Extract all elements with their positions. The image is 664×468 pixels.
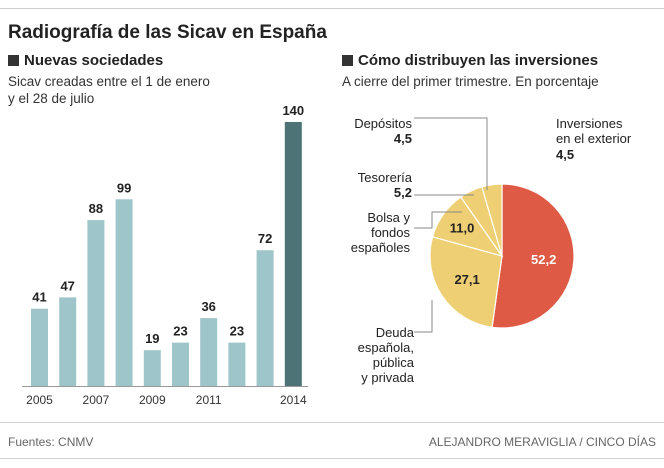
pie-leader-line <box>414 300 433 333</box>
bar-2014 <box>284 122 302 386</box>
heading-square-icon <box>8 55 19 66</box>
footer-credit: ALEJANDRO MERAVIGLIA / CINCO DÍAS <box>428 435 656 449</box>
bar-value-label: 99 <box>117 180 131 195</box>
bar-subtitle-line1: Sicav creadas entre el 1 de enero <box>8 74 210 89</box>
pie-value-label: 11,0 <box>450 221 475 236</box>
depositos-name: Depósitos <box>354 116 412 131</box>
deuda-line1: Deuda <box>375 325 414 340</box>
bar-value-label: 23 <box>230 324 244 339</box>
pie-subtitle: A cierre del primer trimestre. En porcen… <box>342 74 599 89</box>
x-tick-label: 2011 <box>196 393 222 407</box>
bar-value-label: 47 <box>60 278 74 293</box>
pie-label-depositos: Depósitos 4,5 <box>330 116 412 146</box>
exterior-line2: en el exterior <box>556 131 632 146</box>
top-rule <box>0 8 664 9</box>
pie-section-heading: Cómo distribuyen las inversiones <box>342 52 598 69</box>
exterior-line1: Inversiones <box>556 116 623 131</box>
footer-rule <box>0 422 664 423</box>
tesoreria-value: 5,2 <box>393 185 412 200</box>
bottom-rule <box>0 458 664 459</box>
deuda-line3: pública <box>372 355 414 370</box>
page-title: Radiografía de las Sicav en España <box>8 22 327 43</box>
bolsa-line3: españoles <box>350 240 410 255</box>
pie-value-label: 27,1 <box>454 272 479 287</box>
bar-2013 <box>256 250 274 386</box>
footer-source: Fuentes: CNMV <box>8 435 94 449</box>
x-tick-label: 2005 <box>26 393 53 407</box>
pie-label-bolsa: Bolsa y fondos españoles <box>330 210 410 255</box>
bar-value-label: 19 <box>145 331 159 346</box>
x-tick-label: 2014 <box>280 393 307 407</box>
pie-leader-line <box>414 211 462 229</box>
pie-label-deuda: Deuda española, pública y privada <box>330 325 414 385</box>
pie-label-exterior: Inversiones en el exterior 4,5 <box>556 116 656 162</box>
bar-subtitle-line2: y el 28 de julio <box>8 91 95 106</box>
bar-chart: 41 2005 47 88 2007 99 19 2009 23 36 2011 23 72 140 201… <box>22 103 308 407</box>
bar-2005 <box>31 308 48 386</box>
pie-slice <box>491 183 575 329</box>
bar-2006 <box>59 297 77 386</box>
pie-slice <box>429 236 503 328</box>
tesoreria-name: Tesorería <box>357 170 412 185</box>
bar-2008 <box>115 199 133 386</box>
bar-2011 <box>200 318 218 386</box>
bar-value-label: 41 <box>32 290 46 305</box>
bar-2010 <box>172 342 189 386</box>
pie-leader-line <box>414 117 488 190</box>
bar-value-label: 88 <box>89 201 103 216</box>
depositos-value: 4,5 <box>393 131 412 146</box>
deuda-line2: española, <box>357 340 414 355</box>
pie-slice <box>481 183 503 257</box>
bolsa-line1: Bolsa y <box>367 210 410 225</box>
x-tick-label: 2007 <box>83 393 110 407</box>
bar-section-heading: Nuevas sociedades <box>8 52 163 69</box>
bar-heading-text: Nuevas sociedades <box>24 52 164 69</box>
pie-label-tesoreria: Tesorería 5,2 <box>330 170 412 200</box>
pie-value-label: 52,2 <box>531 252 556 267</box>
pie-heading-text: Cómo distribuyen las inversiones <box>358 52 599 69</box>
bar-value-label: 140 <box>282 103 304 118</box>
bar-value-label: 23 <box>173 324 187 339</box>
bolsa-line2: fondos <box>370 225 410 240</box>
heading-square-icon <box>342 55 353 66</box>
deuda-line4: y privada <box>361 370 414 385</box>
bar-2012 <box>228 342 246 386</box>
bar-2009 <box>143 350 161 386</box>
bar-value-label: 36 <box>201 299 215 314</box>
x-tick-label: 2009 <box>139 393 166 407</box>
bar-value-label: 72 <box>258 231 272 246</box>
bar-2007 <box>87 220 105 386</box>
bar-subtitle: Sicav creadas entre el 1 de enero y el 2… <box>8 73 210 107</box>
exterior-value: 4,5 <box>556 147 575 162</box>
